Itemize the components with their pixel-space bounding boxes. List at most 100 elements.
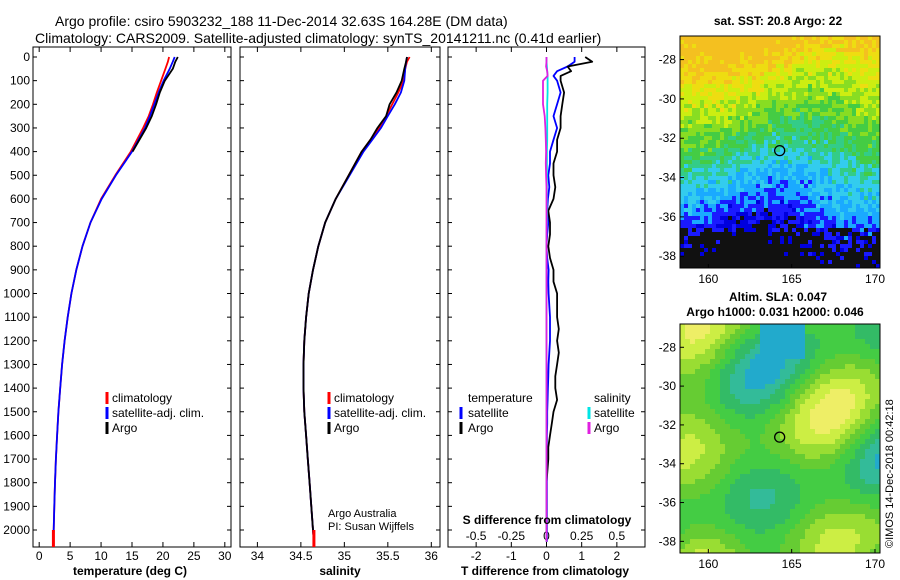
sla-cell <box>840 374 846 380</box>
sst-cell <box>700 164 705 169</box>
sst-cell <box>780 156 785 161</box>
sla-cell <box>750 334 756 340</box>
sst-cell <box>732 96 737 101</box>
sst-cell <box>844 204 849 209</box>
sla-cell <box>875 484 880 490</box>
sst-cell <box>704 128 709 133</box>
sst-cell <box>712 116 717 121</box>
sst-cell <box>824 144 829 149</box>
sst-cell <box>844 224 849 229</box>
sst-cell <box>876 80 880 85</box>
sst-cell <box>692 68 697 73</box>
sla-cell <box>825 459 831 465</box>
sst-cell <box>752 132 757 137</box>
sla-cell <box>690 424 696 430</box>
sla-cell <box>815 524 821 530</box>
sla-cell <box>850 449 856 455</box>
sst-cell <box>768 60 773 65</box>
sla-cell <box>730 509 736 515</box>
sla-cell <box>765 464 771 470</box>
sst-cell <box>748 132 753 137</box>
sla-cell <box>690 429 696 435</box>
sst-cell <box>820 124 825 129</box>
sla-cell <box>805 489 811 495</box>
sst-cell <box>832 208 837 213</box>
sst-cell <box>732 144 737 149</box>
sst-cell <box>828 96 833 101</box>
s-diff-tick-label: -0.5 <box>466 529 487 543</box>
sst-cell <box>868 196 873 201</box>
sst-cell <box>796 156 801 161</box>
sst-cell <box>804 76 809 81</box>
sst-cell <box>804 56 809 61</box>
sla-cell <box>725 464 731 470</box>
sla-cell <box>685 489 691 495</box>
sst-cell <box>868 236 873 241</box>
sst-cell <box>796 196 801 201</box>
sst-cell <box>800 84 805 89</box>
sst-cell <box>704 96 709 101</box>
sst-cell <box>756 264 761 268</box>
depth-tick-label: 1200 <box>3 334 30 348</box>
sla-cell <box>740 324 746 330</box>
sst-cell <box>784 260 789 265</box>
sst-cell <box>872 240 877 245</box>
sla-cell <box>820 479 826 485</box>
sst-cell <box>824 132 829 137</box>
sst-cell <box>812 44 817 49</box>
sla-cell <box>845 454 851 460</box>
sla-cell <box>815 459 821 465</box>
sla-cell <box>710 409 716 415</box>
sst-cell <box>876 104 880 109</box>
sst-cell <box>808 164 813 169</box>
sla-cell <box>690 494 696 500</box>
sla-cell <box>690 479 696 485</box>
sst-cell <box>720 216 725 221</box>
sst-cell <box>768 84 773 89</box>
sst-cell <box>804 240 809 245</box>
sst-cell <box>760 264 765 268</box>
sst-cell <box>680 48 685 53</box>
sla-cell <box>720 529 726 535</box>
sst-cell <box>732 120 737 125</box>
sla-cell <box>825 484 831 490</box>
sst-cell <box>792 216 797 221</box>
sst-cell <box>876 144 880 149</box>
sst-cell <box>868 72 873 77</box>
sla-cell <box>770 374 776 380</box>
sla-cell <box>790 499 796 505</box>
sst-cell <box>852 152 857 157</box>
sst-cell <box>864 248 869 253</box>
sst-cell <box>808 48 813 53</box>
sst-cell <box>740 160 745 165</box>
sla-cell <box>725 354 731 360</box>
sla-cell <box>735 494 741 500</box>
sst-cell <box>836 256 841 261</box>
sla-cell <box>870 384 876 390</box>
sst-cell <box>844 144 849 149</box>
sla-cell <box>825 369 831 375</box>
sst-cell <box>768 108 773 113</box>
sla-cell <box>875 374 880 380</box>
sst-cell <box>792 232 797 237</box>
sst-cell <box>860 56 865 61</box>
sla-cell <box>865 454 871 460</box>
sst-cell <box>804 248 809 253</box>
sst-cell <box>840 152 845 157</box>
sst-cell <box>792 68 797 73</box>
sst-cell <box>796 224 801 229</box>
sst-cell <box>748 180 753 185</box>
sst-cell <box>784 216 789 221</box>
sla-cell <box>850 334 856 340</box>
sla-cell <box>870 464 876 470</box>
temperature-profile-argo-line <box>131 56 179 153</box>
sst-cell <box>740 48 745 53</box>
sla-cell <box>855 444 861 450</box>
sst-cell <box>872 152 877 157</box>
sst-cell <box>712 172 717 177</box>
sst-cell <box>684 164 689 169</box>
sla-cell <box>765 519 771 525</box>
sst-cell <box>744 200 749 205</box>
sst-cell <box>756 120 761 125</box>
sla-cell <box>705 519 711 525</box>
